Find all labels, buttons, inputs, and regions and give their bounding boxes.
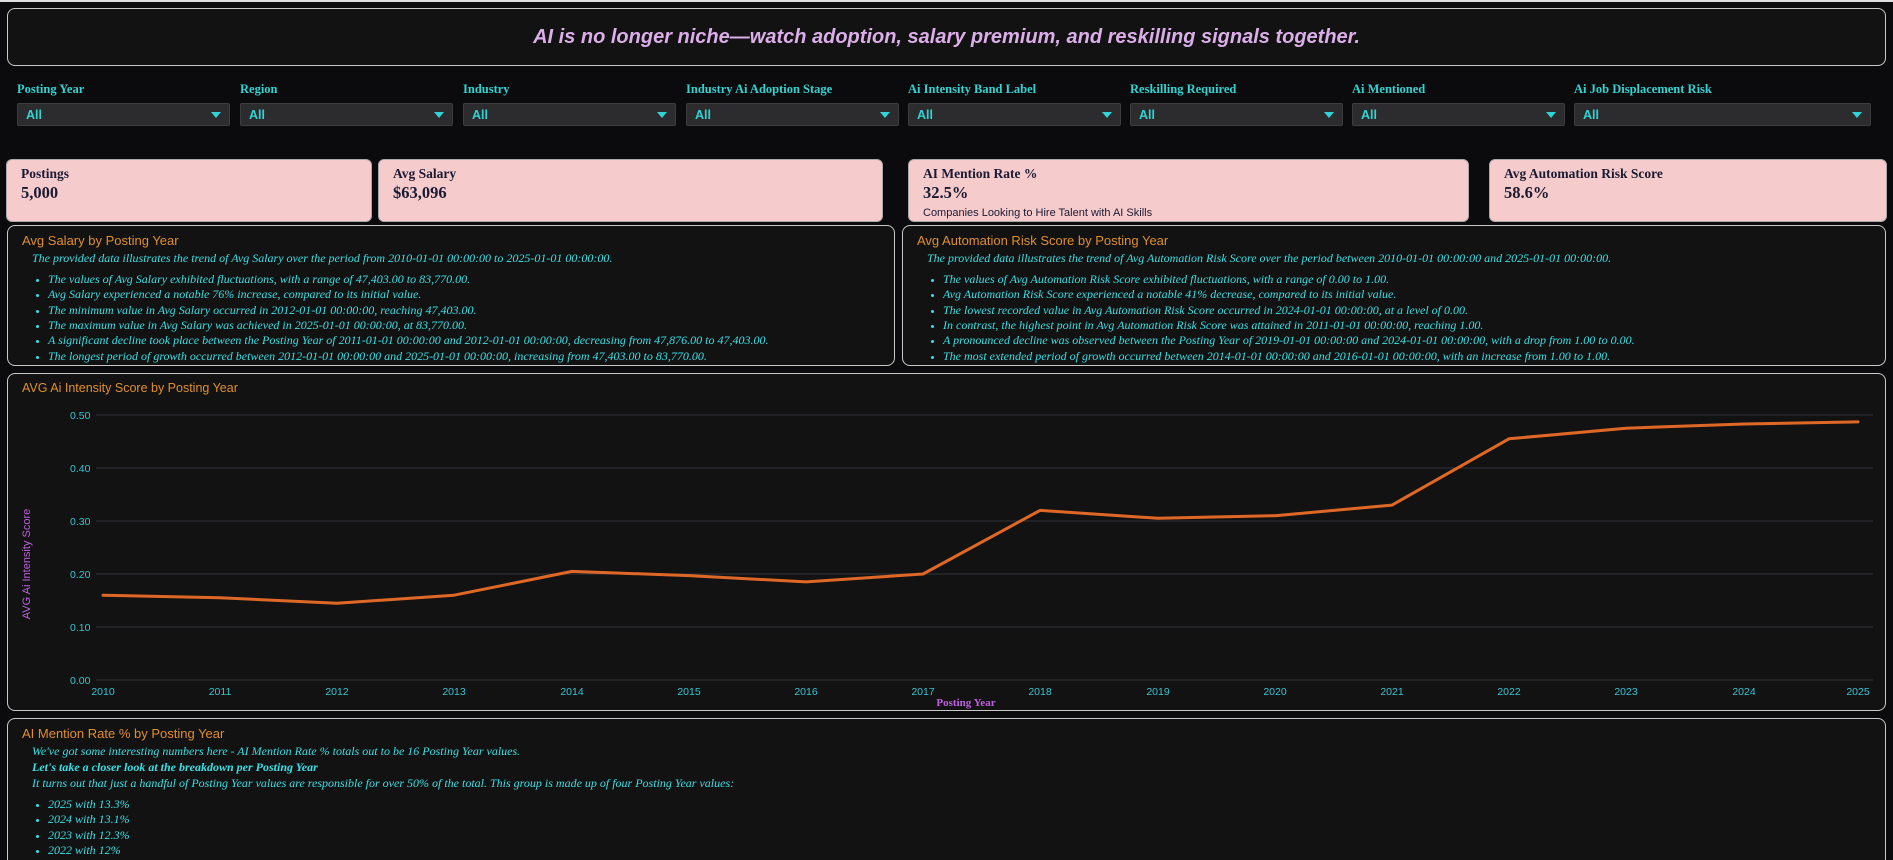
svg-text:0.40: 0.40 [70, 463, 91, 475]
svg-text:0.30: 0.30 [70, 516, 91, 528]
svg-text:0.50: 0.50 [70, 410, 91, 422]
svg-text:2010: 2010 [91, 686, 115, 698]
svg-text:2016: 2016 [794, 686, 818, 698]
svg-text:2022: 2022 [1497, 686, 1521, 698]
svg-text:0.00: 0.00 [70, 675, 91, 687]
svg-text:2021: 2021 [1380, 686, 1404, 698]
svg-text:2018: 2018 [1028, 686, 1052, 698]
svg-text:2013: 2013 [442, 686, 466, 698]
svg-text:2015: 2015 [677, 686, 701, 698]
svg-text:2012: 2012 [325, 686, 349, 698]
svg-text:2014: 2014 [560, 686, 584, 698]
svg-text:2019: 2019 [1146, 686, 1170, 698]
svg-text:Posting Year: Posting Year [936, 697, 995, 709]
svg-text:2017: 2017 [911, 686, 935, 698]
svg-text:0.20: 0.20 [70, 569, 91, 581]
svg-text:2023: 2023 [1614, 686, 1638, 698]
svg-text:0.10: 0.10 [70, 622, 91, 634]
svg-text:2020: 2020 [1263, 686, 1287, 698]
svg-text:2011: 2011 [209, 686, 232, 698]
svg-text:2024: 2024 [1732, 686, 1756, 698]
svg-text:AVG Ai Intensity Score: AVG Ai Intensity Score [21, 509, 33, 619]
svg-text:2025: 2025 [1846, 686, 1870, 698]
